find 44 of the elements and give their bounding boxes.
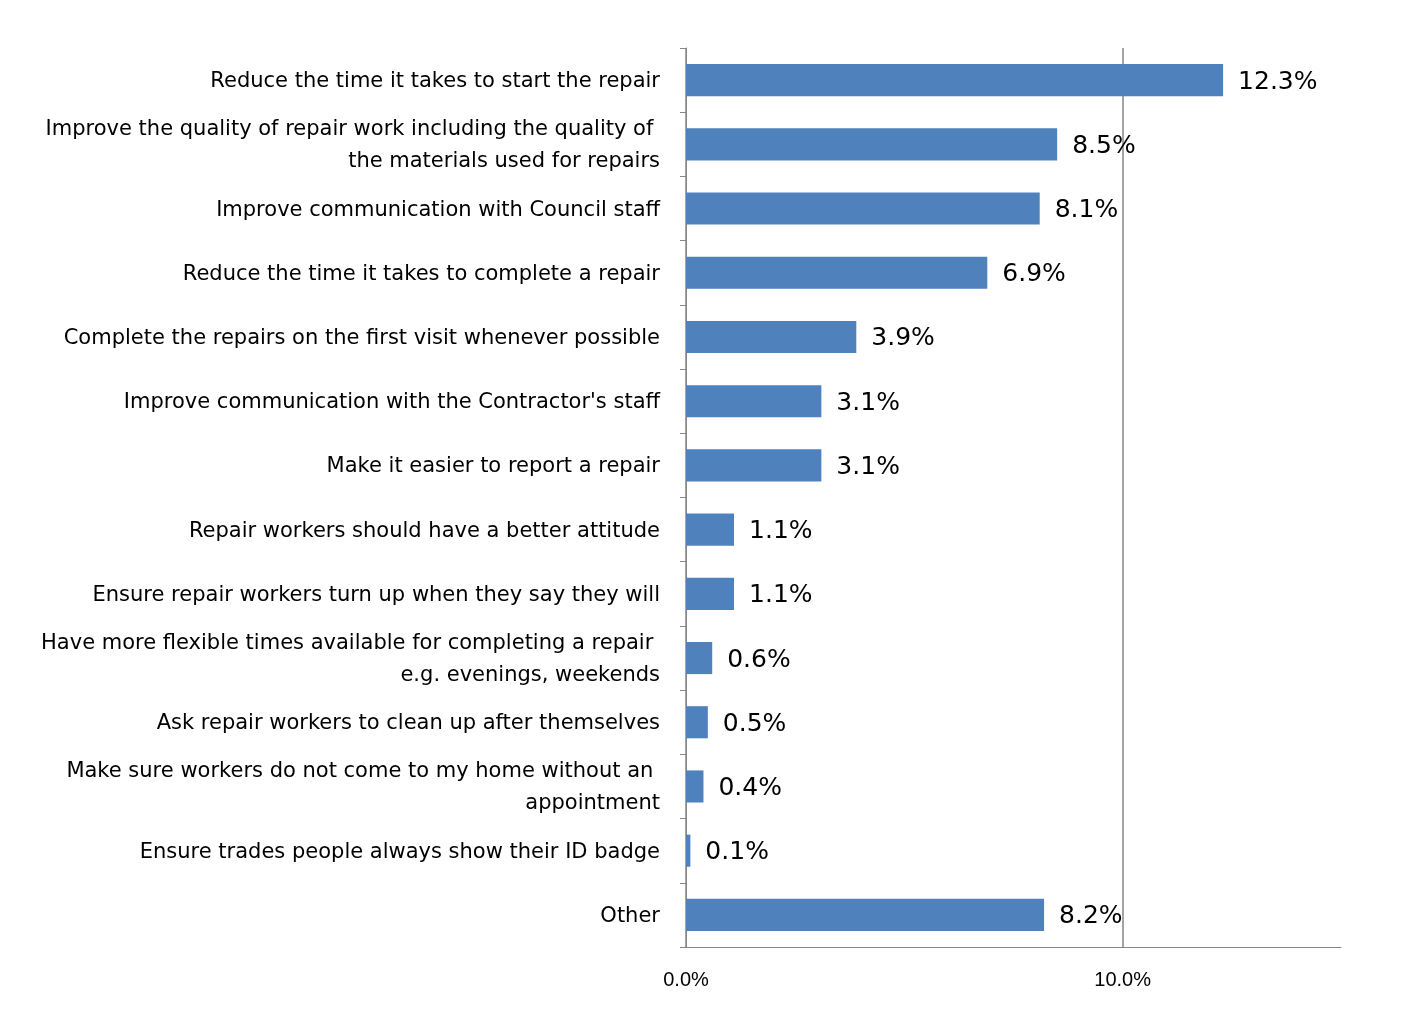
bar [686,256,988,289]
y-tick-label: Ensure repair workers turn up when they say they will [92,581,660,606]
data-label: 3.9% [871,322,935,352]
data-label: 0.5% [722,707,787,737]
data-label: 1.1% [749,579,813,609]
bar [686,834,691,867]
y-tick-label: Other [600,902,661,927]
data-label: 1.1% [749,515,813,545]
data-label: 8.2% [1059,900,1123,930]
data-label: 0.4% [718,771,782,801]
data-label: 6.9% [1002,258,1066,288]
y-tick-label: Ask repair workers to clean up after themselves [156,710,660,735]
y-tick-label: Improve communication with Council staff [216,196,661,221]
y-tick-label: Reduce the time it takes to complete a repair [182,260,661,285]
bar [686,641,713,675]
x-tick-label: 10.0% [1094,968,1152,990]
bar [686,128,1058,161]
bar [686,898,1045,931]
data-label: 8.1% [1054,194,1119,224]
bar [686,706,708,739]
y-tick-label: Reduce the time it takes to start the repair [210,68,661,93]
data-label: 8.5% [1072,129,1136,159]
data-label: 12.3% [1238,65,1318,95]
y-tick-label: Make it easier to report a repair [326,453,661,478]
bar [686,192,1040,225]
bar [686,64,1224,97]
x-tick-label: 0.0% [663,968,710,990]
data-label: 0.1% [705,836,769,866]
y-tick-label: Ensure trades people always show their ID badge [139,838,660,863]
y-tick-label: Repair workers should have a better attitude [188,517,660,542]
bar [686,770,704,803]
bar [686,385,822,418]
bar [686,513,735,546]
y-tick-label: Have more flexible times available for completing a repair e.g. evenings, weekends [41,630,660,687]
y-tick-label: Make sure workers do not come to my home without an appointment [66,758,660,815]
y-tick-label: Improve communication with the Contractor's staff [123,389,661,414]
bar [686,320,857,354]
bar [686,449,822,482]
data-label: 3.1% [836,450,900,480]
y-tick-label: Complete the repairs on the first visit whenever possible [63,324,660,349]
data-label: 0.6% [727,643,791,673]
bar [686,577,735,610]
y-tick-label: Improve the quality of repair work including the quality of the materials used for repairs [45,116,660,173]
data-label: 3.1% [836,386,900,416]
